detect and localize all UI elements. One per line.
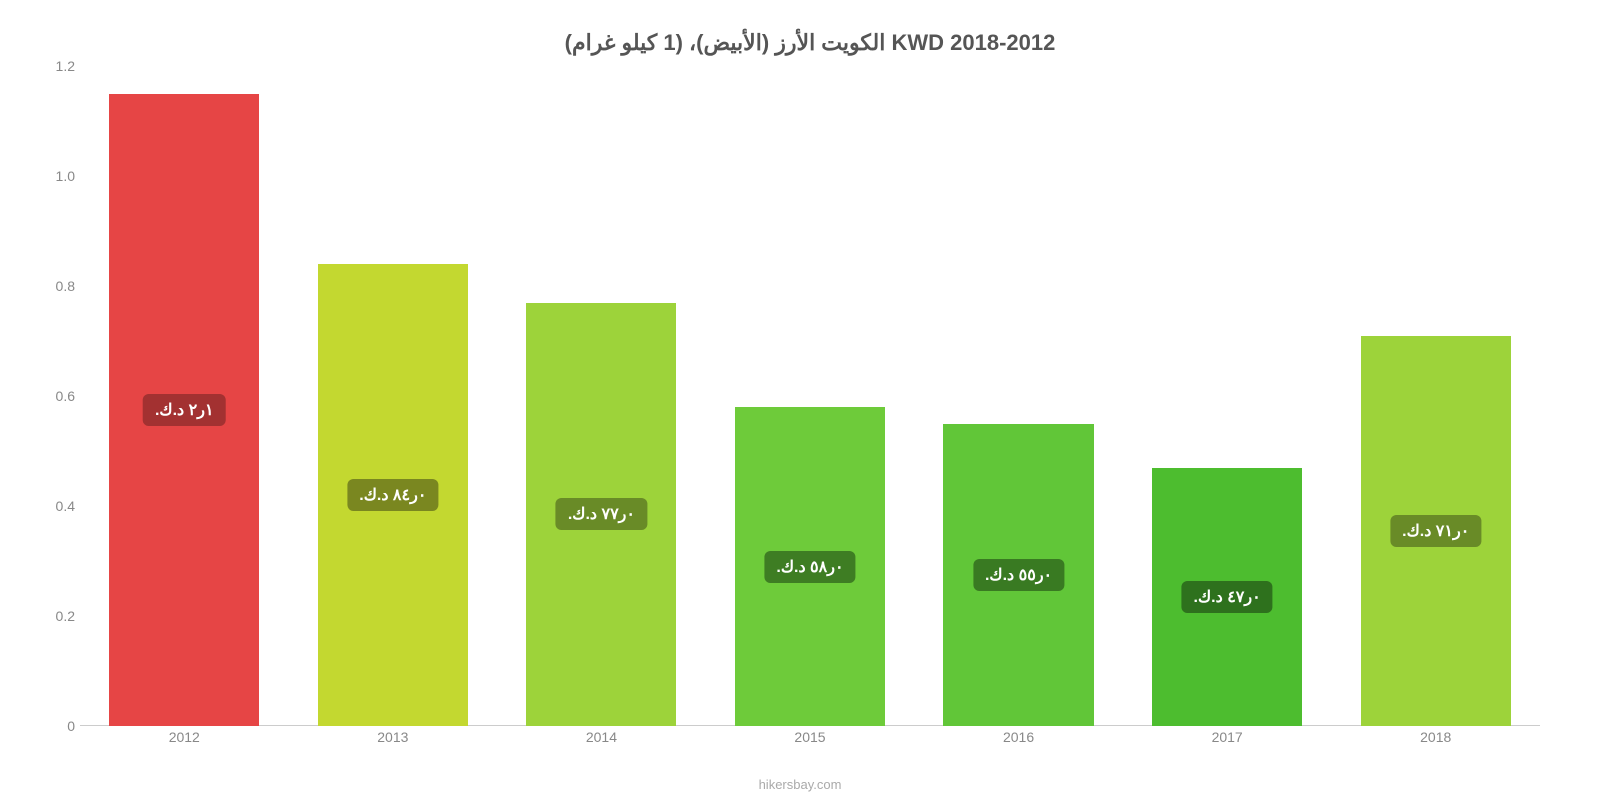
y-axis: 00.20.40.60.81.01.2	[35, 66, 75, 726]
bar: ٠ر٥٨ د.ك.	[735, 407, 885, 726]
x-tick: 2018	[1420, 729, 1451, 745]
bar-value-label: ٠ر٨٤ د.ك.	[347, 479, 438, 511]
bar: ٠ر٨٤ د.ك.	[318, 264, 468, 726]
bar-value-label: ٠ر٤٧ د.ك.	[1182, 581, 1273, 613]
x-tick: 2016	[1003, 729, 1034, 745]
bar: ٠ر٥٥ د.ك.	[943, 424, 1093, 727]
bar-value-label: ٠ر٧١ د.ك.	[1390, 515, 1481, 547]
y-tick: 0.8	[35, 278, 75, 294]
y-tick: 1.2	[35, 58, 75, 74]
y-tick: 0.6	[35, 388, 75, 404]
x-tick: 2014	[586, 729, 617, 745]
x-axis: 2012 2013 2014 2015 2016 2017 2018	[80, 729, 1540, 754]
x-tick: 2012	[169, 729, 200, 745]
chart-container: الكويت الأرز (الأبيض)، (1 كيلو غرام) KWD…	[0, 0, 1600, 800]
y-tick: 0.2	[35, 608, 75, 624]
bar: ٠ر٧١ د.ك.	[1361, 336, 1511, 727]
bar: ٠ر٤٧ د.ك.	[1152, 468, 1302, 727]
x-tick: 2013	[377, 729, 408, 745]
bar-value-label: ١ر٢ د.ك.	[143, 394, 226, 426]
y-tick: 0.4	[35, 498, 75, 514]
plot-area: 00.20.40.60.81.01.2 ١ر٢ د.ك.٠ر٨٤ د.ك.٠ر٧…	[80, 66, 1540, 726]
bar: ١ر٢ د.ك.	[109, 94, 259, 727]
y-tick: 0	[35, 718, 75, 734]
bar-value-label: ٠ر٥٨ د.ك.	[764, 551, 855, 583]
source-label: hikersbay.com	[759, 777, 842, 792]
y-tick: 1.0	[35, 168, 75, 184]
bar-value-label: ٠ر٧٧ د.ك.	[556, 498, 647, 530]
x-tick: 2015	[794, 729, 825, 745]
bars-group: ١ر٢ د.ك. ٠ر٨٤ د.ك. ٠ر٧٧ د.ك. ٠ر٥٨ د.ك. ٠ر٥٥ …	[80, 66, 1540, 726]
bar: ٠ر٧٧ د.ك.	[526, 303, 676, 727]
chart-title: الكويت الأرز (الأبيض)، (1 كيلو غرام) KWD…	[80, 30, 1540, 56]
x-tick: 2017	[1212, 729, 1243, 745]
bar-value-label: ٠ر٥٥ د.ك.	[973, 559, 1064, 591]
